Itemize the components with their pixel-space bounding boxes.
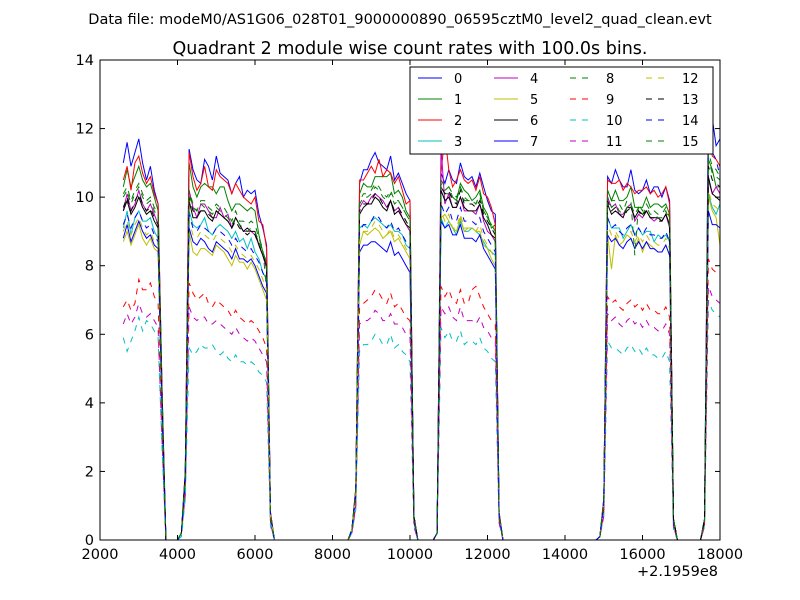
legend-label-2: 2 — [454, 114, 462, 129]
legend-box — [409, 66, 714, 155]
legend-label-3: 3 — [454, 135, 462, 150]
legend-label-15: 15 — [682, 135, 699, 150]
y-tick-label: 6 — [85, 327, 94, 343]
y-tick-label: 4 — [85, 396, 94, 412]
series-line-1 — [122, 159, 720, 540]
series-line-3 — [122, 193, 720, 540]
y-tick-label: 8 — [85, 259, 94, 275]
y-tick-label: 14 — [76, 53, 94, 69]
series-line-14 — [122, 128, 720, 540]
x-tick-label: 2000 — [82, 547, 119, 563]
x-tick-label: 8000 — [314, 547, 351, 563]
x-tick-label: 6000 — [237, 547, 274, 563]
series-group — [122, 100, 720, 540]
x-tick-label: 16000 — [619, 547, 665, 563]
legend-label-5: 5 — [530, 93, 538, 108]
legend-label-9: 9 — [606, 93, 614, 108]
series-line-8 — [122, 152, 720, 540]
y-tick-label: 12 — [76, 122, 94, 138]
x-tick-label: 4000 — [159, 547, 196, 563]
legend-label-11: 11 — [606, 135, 623, 150]
legend-label-6: 6 — [530, 114, 538, 129]
y-tick-label: 10 — [76, 190, 94, 206]
series-line-15 — [122, 159, 720, 540]
series-line-12 — [122, 190, 720, 540]
series-line-7 — [122, 210, 720, 540]
series-line-5 — [122, 196, 720, 540]
x-tick-label: 12000 — [464, 547, 510, 563]
x-tick-label: 14000 — [542, 547, 588, 563]
series-line-2 — [122, 131, 720, 540]
series-line-4 — [122, 145, 720, 540]
legend-label-14: 14 — [682, 114, 699, 129]
legend-label-1: 1 — [454, 93, 462, 108]
series-line-11 — [122, 286, 720, 540]
x-axis: 2000 4000 6000 8000 10000 12000 14000 16000 1800… — [82, 60, 743, 563]
x-tick-label: 10000 — [387, 547, 433, 563]
series-line-9 — [122, 258, 720, 540]
x-offset-label: +2.1959e8 — [637, 564, 718, 580]
figure-suptitle: Data file: modeM0/AS1G06_028T01_90000008… — [88, 12, 712, 28]
legend-label-13: 13 — [682, 93, 699, 108]
y-tick-label: 2 — [85, 464, 94, 480]
legend-label-12: 12 — [682, 72, 699, 87]
legend-label-4: 4 — [530, 72, 538, 87]
legend-label-7: 7 — [530, 135, 538, 150]
legend-label-10: 10 — [606, 114, 623, 129]
chart-title: Quadrant 2 module wise count rates with … — [173, 39, 648, 59]
series-line-10 — [122, 299, 720, 540]
series-line-13 — [122, 166, 720, 540]
x-tick-label: 18000 — [697, 547, 743, 563]
y-tick-label: 0 — [85, 533, 94, 549]
legend-label-0: 0 — [454, 72, 462, 87]
legend-label-8: 8 — [606, 72, 614, 87]
